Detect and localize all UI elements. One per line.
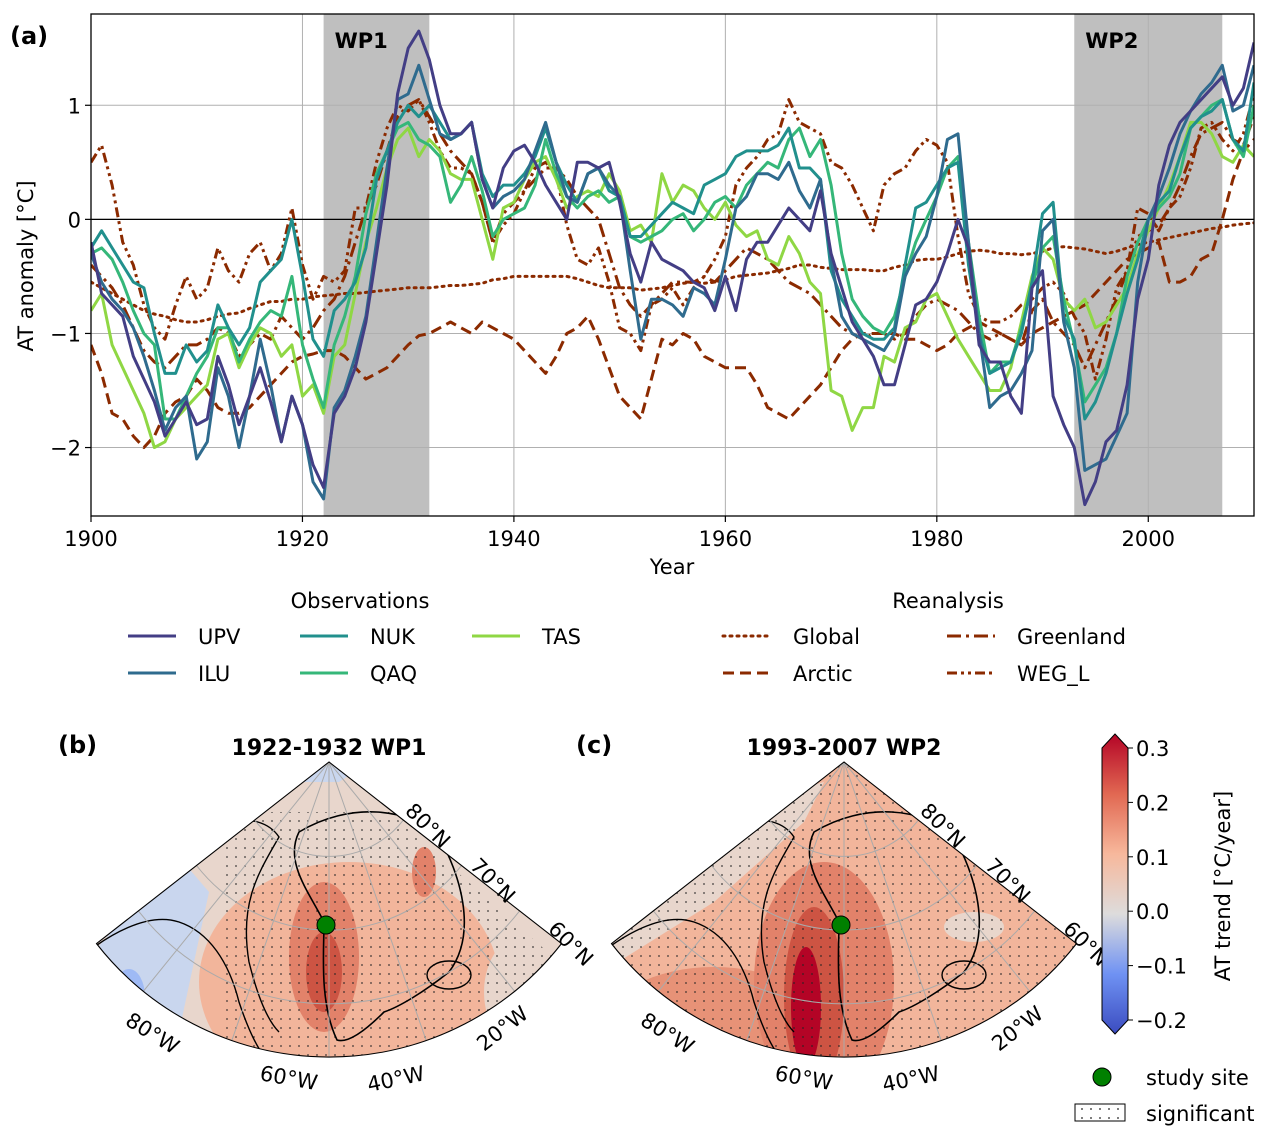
study-site-marker-icon <box>1092 1067 1112 1087</box>
legend-label-qaq: QAQ <box>370 662 417 686</box>
longitude-label: 40°W <box>880 1061 942 1097</box>
x-tick-label: 1980 <box>910 527 963 551</box>
legend-label-ilu: ILU <box>198 662 230 686</box>
panel-b-letter: (b) <box>58 731 97 759</box>
y-ticks: −2 −1 0 1 <box>50 94 91 461</box>
longitude-label: 60°W <box>773 1061 835 1095</box>
y-tick-label: 1 <box>68 94 81 118</box>
longitude-line <box>328 762 516 992</box>
legend-significant-label: significant <box>1146 1102 1254 1126</box>
legend-label-greenland: Greenland <box>1017 625 1126 649</box>
period-labels: WP1 WP2 <box>335 29 1139 53</box>
shaded-period-wp1 <box>323 14 430 516</box>
legend-label-nuk: NUK <box>370 625 416 649</box>
colorbar-tick-label: 0.1 <box>1136 846 1169 870</box>
series-line-greenland <box>91 98 1254 370</box>
map-boundary <box>95 761 563 1058</box>
legend-label-global: Global <box>793 625 860 649</box>
period-label-wp1: WP1 <box>335 29 388 53</box>
period-label-wp2: WP2 <box>1085 29 1138 53</box>
y-tick-label: −2 <box>50 437 81 461</box>
panel-c-letter: (c) <box>576 731 612 759</box>
colorbar <box>1101 733 1129 1035</box>
colorbar-tick-label: −0.1 <box>1136 955 1187 979</box>
longitude-line <box>746 762 845 1041</box>
longitude-line <box>142 762 330 992</box>
y-tick-label: −1 <box>50 322 81 346</box>
iceland-coastline <box>941 960 987 990</box>
legend-reanalysis: Reanalysis Global Arctic Greenland WEG_L <box>721 589 1126 687</box>
canada-coastline <box>611 918 785 1058</box>
study-site-marker <box>316 915 336 935</box>
x-tick-label: 1940 <box>487 527 540 551</box>
x-tick-label: 1920 <box>276 527 329 551</box>
map-panel-c: 80°N70°N60°N80°W60°W 40°W20°W <box>610 761 1113 1097</box>
longitude-line <box>657 762 845 992</box>
legend-label-weg-l: WEG_L <box>1017 662 1090 687</box>
negative-trend-region <box>269 762 369 782</box>
x-tick-label: 1960 <box>699 527 752 551</box>
x-ticks: 1900 1920 1940 1960 1980 2000 <box>64 516 1175 551</box>
significance-stippling <box>219 812 559 1058</box>
map-panel-b: 80°N70°N60°N80°W60°W 40°W20°W <box>95 761 598 1097</box>
legend-label-tas: TAS <box>541 625 581 649</box>
series-lines <box>91 29 1254 507</box>
map-boundary <box>610 761 1078 1058</box>
colorbar-tick-label: −0.2 <box>1136 1009 1187 1033</box>
longitude-line <box>231 762 330 1041</box>
y-axis-label: AT anomaly [°C] <box>14 180 38 351</box>
x-tick-label: 1900 <box>64 527 117 551</box>
legend-observations: Observations UPV ILU NUK QAQ TAS <box>128 589 581 686</box>
legend-label-upv: UPV <box>198 625 241 649</box>
longitude-line <box>843 762 942 1041</box>
colorbar-tick-label: 0.3 <box>1136 737 1169 761</box>
colorbar-bar <box>1101 733 1129 1035</box>
x-tick-label: 2000 <box>1122 527 1175 551</box>
legend-label-arctic: Arctic <box>793 662 853 686</box>
map-c-title: 1993-2007 WP2 <box>747 736 942 761</box>
longitude-line <box>328 762 427 1041</box>
panel-a-letter: (a) <box>10 22 48 50</box>
legend-study-site-label: study site <box>1146 1066 1249 1090</box>
map-field <box>96 762 562 1058</box>
colorbar-tick-label: 0.0 <box>1136 900 1169 924</box>
colorbar-tick-label: 0.2 <box>1136 791 1169 815</box>
x-axis-label: Year <box>649 555 695 579</box>
map-b-title: 1922-1932 WP1 <box>232 736 427 761</box>
significance-hatch-icon <box>1074 1103 1126 1122</box>
longitude-label: 40°W <box>365 1061 427 1097</box>
colorbar-ticks: 0.3 0.2 0.1 0.0 −0.1 −0.2 <box>1128 737 1187 1033</box>
series-line-upv <box>91 29 1254 507</box>
legend-title: Reanalysis <box>892 589 1004 613</box>
study-site-marker <box>831 915 851 935</box>
series-line-arctic <box>91 137 1254 449</box>
y-tick-label: 0 <box>68 208 81 232</box>
longitude-label: 60°W <box>258 1061 320 1095</box>
plot-frame <box>90 13 1255 517</box>
iceland-coastline <box>426 960 472 990</box>
longitude-label: 80°W <box>121 1008 183 1059</box>
legend-title: Observations <box>291 589 430 613</box>
longitude-line <box>843 762 1031 992</box>
longitude-label: 80°W <box>636 1008 698 1059</box>
colorbar-label: AT trend [°C/year] <box>1211 791 1235 981</box>
canada-coastline <box>96 918 270 1058</box>
